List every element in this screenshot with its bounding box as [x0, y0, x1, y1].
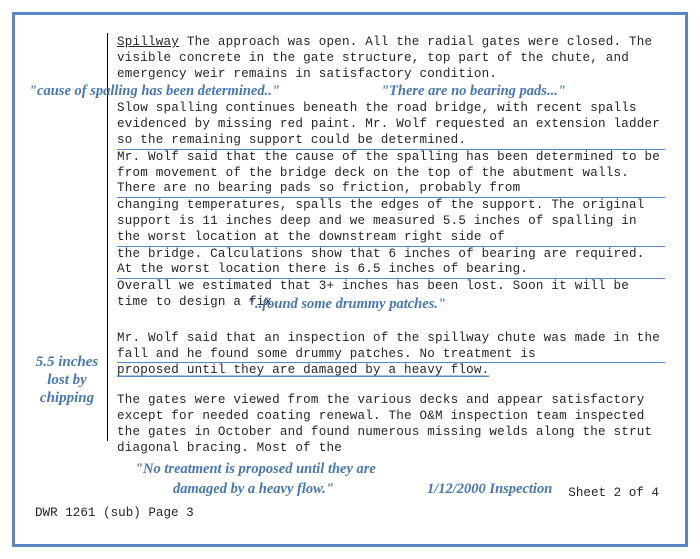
annotation-mid: "..found some drummy patches.": [247, 296, 446, 312]
document-frame: "cause of spalling has been determined..…: [12, 12, 688, 547]
content-area: "cause of spalling has been determined..…: [29, 33, 665, 532]
sheet-number: Sheet 2 of 4: [568, 486, 659, 500]
spillway-heading: Spillway: [117, 35, 179, 49]
paragraph-1: Spillway The approach was open. All the …: [117, 35, 665, 82]
annotation-date: 1/12/2000 Inspection: [427, 481, 552, 497]
annotation-side: 5.5 inches lost by chipping: [29, 353, 105, 407]
paragraph-3a: Mr. Wolf said that an inspection of the …: [117, 331, 665, 364]
paragraph-4: The gates were viewed from the various d…: [117, 393, 665, 456]
annotation-bottom-1: "No treatment is proposed until they are: [135, 461, 376, 477]
paragraph-2c: changing temperatures, spalls the edges …: [117, 198, 665, 246]
annotation-bottom-2: damaged by a heavy flow.": [173, 481, 334, 497]
paragraph-3b: proposed until they are damaged by a hea…: [117, 363, 665, 379]
paragraph-2b: Mr. Wolf said that the cause of the spal…: [117, 150, 665, 198]
dwr-line: DWR 1261 (sub) Page 3: [35, 506, 194, 520]
paragraph-2a: Slow spalling continues beneath the road…: [117, 101, 665, 149]
paragraph-2d-a: the bridge. Calculations show that 6 inc…: [117, 247, 665, 280]
body-text: Spillway The approach was open. All the …: [117, 35, 665, 456]
